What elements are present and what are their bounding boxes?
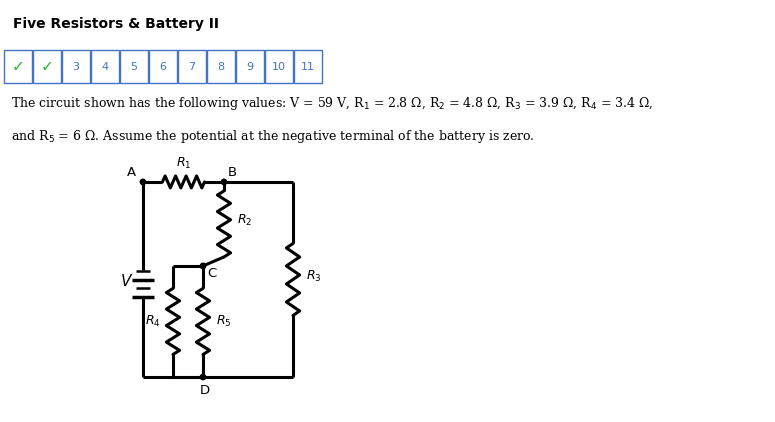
Text: D: D bbox=[199, 384, 209, 397]
Text: $R_3$: $R_3$ bbox=[305, 269, 321, 284]
Text: 11: 11 bbox=[301, 62, 315, 72]
Text: The circuit shown has the following values: V = 59 V, R$_1$ = 2.8 Ω, R$_2$ = 4.8: The circuit shown has the following valu… bbox=[11, 95, 653, 112]
FancyBboxPatch shape bbox=[4, 50, 32, 83]
Text: ✓: ✓ bbox=[40, 59, 53, 74]
Text: 7: 7 bbox=[188, 62, 195, 72]
Text: 10: 10 bbox=[272, 62, 286, 72]
FancyBboxPatch shape bbox=[236, 50, 264, 83]
Text: 3: 3 bbox=[73, 62, 80, 72]
Circle shape bbox=[222, 179, 227, 185]
Text: 9: 9 bbox=[246, 62, 253, 72]
FancyBboxPatch shape bbox=[265, 50, 293, 83]
Text: $R_4$: $R_4$ bbox=[145, 314, 160, 329]
Text: B: B bbox=[228, 166, 236, 179]
Text: $R_1$: $R_1$ bbox=[176, 155, 191, 170]
Circle shape bbox=[200, 263, 205, 269]
FancyBboxPatch shape bbox=[207, 50, 235, 83]
Text: ✓: ✓ bbox=[12, 59, 24, 74]
FancyBboxPatch shape bbox=[62, 50, 90, 83]
Text: $V$: $V$ bbox=[120, 273, 133, 289]
FancyBboxPatch shape bbox=[149, 50, 177, 83]
FancyBboxPatch shape bbox=[178, 50, 206, 83]
FancyBboxPatch shape bbox=[294, 50, 322, 83]
FancyBboxPatch shape bbox=[91, 50, 119, 83]
Circle shape bbox=[140, 179, 146, 185]
Text: and R$_5$ = 6 Ω. Assume the potential at the negative terminal of the battery is: and R$_5$ = 6 Ω. Assume the potential at… bbox=[11, 128, 535, 145]
Text: $R_2$: $R_2$ bbox=[236, 214, 252, 228]
Text: 6: 6 bbox=[160, 62, 167, 72]
Text: Five Resistors & Battery II: Five Resistors & Battery II bbox=[13, 17, 219, 31]
Text: 5: 5 bbox=[130, 62, 137, 72]
FancyBboxPatch shape bbox=[120, 50, 148, 83]
Text: 8: 8 bbox=[218, 62, 225, 72]
Text: 4: 4 bbox=[102, 62, 109, 72]
Circle shape bbox=[200, 374, 205, 380]
FancyBboxPatch shape bbox=[33, 50, 61, 83]
Text: C: C bbox=[208, 268, 217, 281]
Text: A: A bbox=[127, 166, 136, 179]
Text: $R_5$: $R_5$ bbox=[215, 314, 231, 329]
